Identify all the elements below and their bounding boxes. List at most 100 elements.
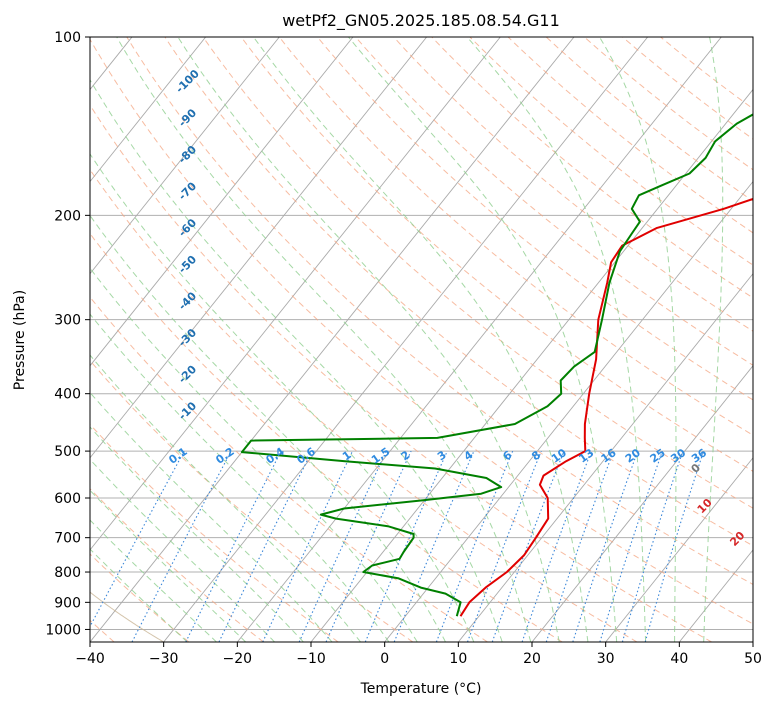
moist-adiabat-line xyxy=(90,458,275,642)
moist-adiabat-line xyxy=(90,489,247,642)
mixing-ratio-label: 30 xyxy=(668,446,688,466)
isotherm-line xyxy=(90,37,207,183)
moist-adiabat-line xyxy=(599,37,677,642)
isotherm-line xyxy=(90,37,501,551)
isotherm-line xyxy=(163,37,649,642)
dry-adiabat-label: -60 xyxy=(176,216,199,239)
dry-adiabat-line xyxy=(90,104,712,642)
x-tick-label: −20 xyxy=(223,651,253,667)
isotherm-line xyxy=(678,549,753,642)
mixing-ratio-line xyxy=(325,450,412,642)
y-tick-label: 700 xyxy=(54,531,81,547)
x-tick-label: 10 xyxy=(449,651,467,667)
dry-adiabat-line xyxy=(164,37,753,547)
dry-adiabat-line xyxy=(354,37,753,366)
dry-adiabat-line xyxy=(126,37,753,586)
mixing-ratio-line xyxy=(90,450,185,628)
x-tick-label: 0 xyxy=(380,651,389,667)
moist-adiabat-line xyxy=(90,426,304,642)
dry-adiabat-line xyxy=(545,37,753,202)
chart-title: wetPf2_GN05.2025.185.08.54.G11 xyxy=(282,11,560,31)
y-tick-label: 900 xyxy=(54,595,81,611)
dry-adiabat-line xyxy=(90,168,638,642)
isotherm-line xyxy=(310,88,753,642)
moist-adiabat-line xyxy=(90,519,217,642)
y-tick-label: 600 xyxy=(54,491,81,507)
mixing-ratio-label: 20 xyxy=(623,446,643,466)
dry-adiabat-label: -40 xyxy=(176,289,199,312)
mixing-ratio-line xyxy=(466,450,542,642)
x-tick-label: 20 xyxy=(523,651,541,667)
mixing-ratio-label: 25 xyxy=(648,446,668,465)
isotherm-line xyxy=(457,272,753,642)
dry-adiabat-line xyxy=(202,37,753,509)
dry-adiabat-line xyxy=(90,38,753,625)
moist-adiabat-line xyxy=(466,37,647,642)
plot-frame xyxy=(89,36,754,643)
isotherm-line xyxy=(384,180,753,642)
y-tick-label: 800 xyxy=(54,565,81,581)
dry-adiabat-line xyxy=(90,296,488,642)
reference-curve xyxy=(90,591,164,642)
mixing-ratio-line xyxy=(185,450,282,642)
dry-adiabat-line xyxy=(507,37,753,234)
mixing-ratio-label: 8 xyxy=(529,448,543,463)
moist-adiabat-line xyxy=(90,313,390,642)
dry-adiabat-line xyxy=(469,37,753,266)
moist-adiabat-label: 30 xyxy=(763,558,775,578)
mixing-ratio-label: 0.6 xyxy=(294,445,318,467)
temperature-profile xyxy=(459,197,753,617)
isotherm-line xyxy=(752,641,753,642)
x-axis-label: Temperature (°C) xyxy=(360,681,482,697)
mixing-ratio-line xyxy=(435,450,514,642)
moist-adiabat-line xyxy=(90,214,446,642)
mixing-ratio-line xyxy=(262,450,353,642)
dry-adiabat-line xyxy=(90,553,190,642)
isotherm-line xyxy=(0,37,58,642)
dry-adiabat-line xyxy=(240,37,753,472)
mixing-ratio-label: 13 xyxy=(576,446,596,465)
dry-adiabat-label: -80 xyxy=(176,143,199,166)
mixing-ratio-label: 3 xyxy=(435,448,449,463)
dry-adiabat-line xyxy=(316,37,753,401)
y-axis-label: Pressure (hPa) xyxy=(12,290,28,390)
mixing-ratio-line xyxy=(545,450,614,642)
isotherm-line xyxy=(236,37,722,642)
y-tick-label: 200 xyxy=(54,208,81,224)
mixing-ratio-label: 2 xyxy=(399,448,413,463)
y-tick-label: 100 xyxy=(54,30,81,46)
dry-adiabat-label: -100 xyxy=(173,67,202,96)
isotherm-line xyxy=(531,365,753,642)
mixing-ratio-line xyxy=(644,450,705,642)
mixing-ratio-label: 0.4 xyxy=(263,445,287,467)
dry-adiabat-line xyxy=(90,423,339,642)
isotherm-line xyxy=(605,457,753,642)
x-tick-label: −10 xyxy=(296,651,326,667)
dry-adiabat-label: -70 xyxy=(176,179,199,202)
dry-adiabat-label: -20 xyxy=(176,363,199,386)
dry-adiabat-line xyxy=(90,232,563,642)
mixing-ratio-label: 10 xyxy=(549,446,569,466)
mixing-ratio-line xyxy=(491,450,565,642)
moist-adiabat-label: 10 xyxy=(695,496,715,516)
dewpoint-profile xyxy=(240,113,753,617)
mixing-ratio-line xyxy=(521,450,592,642)
mixing-ratio-label: 4 xyxy=(462,448,476,463)
moist-adiabat-line xyxy=(90,153,475,642)
y-tick-label: 400 xyxy=(54,387,81,403)
x-tick-label: −30 xyxy=(149,651,179,667)
x-tick-label: 40 xyxy=(670,651,688,667)
mixing-ratio-line xyxy=(572,450,639,642)
dry-adiabat-line xyxy=(90,359,414,642)
isotherm-line xyxy=(90,37,280,275)
moist-adiabat-line xyxy=(348,37,618,642)
y-tick-label: 1000 xyxy=(45,622,81,638)
y-tick-label: 300 xyxy=(54,313,81,329)
mixing-ratio-line xyxy=(393,450,475,642)
moist-adiabat-label: 20 xyxy=(727,529,747,549)
x-tick-label: 30 xyxy=(597,651,615,667)
mixing-ratio-line xyxy=(218,450,313,642)
mixing-ratio-label: 0.1 xyxy=(166,445,189,467)
